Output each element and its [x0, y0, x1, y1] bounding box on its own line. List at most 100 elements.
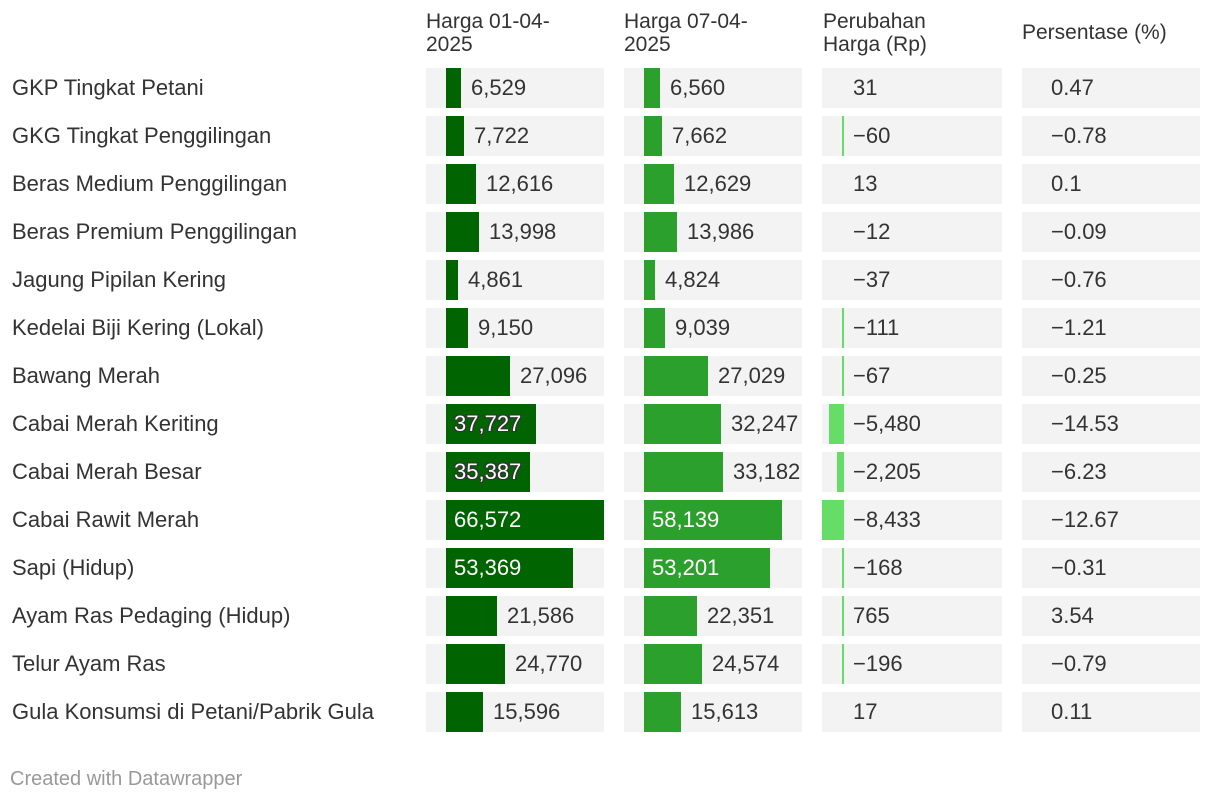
price-01-04-value: 6,529 [471, 75, 527, 100]
percent-value: 0.47 [1051, 75, 1094, 100]
percent-value: −0.76 [1051, 267, 1107, 292]
price-01-04-value: 35,387 [454, 459, 522, 484]
price-07-04-bar [644, 356, 708, 396]
price-07-04-bar [644, 212, 677, 252]
percent-cell [1022, 452, 1200, 492]
percent-cell [1022, 68, 1200, 108]
percent-cell [1022, 404, 1200, 444]
price-01-04-value: 15,596 [493, 699, 561, 724]
footer-credit: Created with Datawrapper [10, 768, 243, 790]
price-07-04-bar [644, 644, 702, 684]
commodity-name: Bawang Merah [12, 363, 160, 388]
table-row: Ayam Ras Pedaging (Hidup) 21,586 22,351 765… [0, 596, 1220, 636]
change-value: 17 [853, 699, 878, 724]
change-axis [842, 452, 844, 492]
commodity-name: Beras Premium Penggilingan [12, 219, 297, 244]
price-07-04-value: 4,824 [665, 267, 721, 292]
price-01-04-bar [446, 404, 536, 444]
price-07-04-value: 32,247 [731, 411, 799, 436]
price-01-04-value: 12,616 [486, 171, 554, 196]
commodity-name: Jagung Pipilan Kering [12, 267, 227, 292]
price-01-04-value: 53,369 [454, 555, 522, 580]
price-01-04-value: 4,861 [468, 267, 524, 292]
price-07-04-value: 53,201 [652, 555, 720, 580]
price-07-04-value: 24,574 [712, 651, 780, 676]
price-01-04-value: 27,096 [520, 363, 588, 388]
change-value: 13 [853, 171, 878, 196]
price-01-04-value: 13,998 [489, 219, 557, 244]
table-row: Gula Konsumsi di Petani/Pabrik Gula 15,59… [0, 692, 1220, 732]
percent-value: 0.11 [1051, 699, 1093, 724]
change-cell [822, 596, 1002, 636]
price-07-04-value: 58,139 [652, 507, 720, 532]
change-cell [822, 404, 1002, 444]
price-07-04-bar [644, 452, 723, 492]
change-axis [842, 308, 844, 348]
price-07-04-bar [644, 164, 674, 204]
table-row: Kedelai Biji Kering (Lokal) 9,150 9,039 −11… [0, 308, 1220, 348]
price-07-04-value: 15,613 [691, 699, 759, 724]
commodity-name: Ayam Ras Pedaging (Hidup) [12, 603, 291, 628]
commodity-name: GKG Tingkat Penggilingan [12, 123, 272, 148]
percent-value: −12.67 [1051, 507, 1119, 532]
table-row: Cabai Merah Besar 35,387 33,182 −2,205 −6.23 [0, 452, 1220, 492]
price-07-04-bar [644, 548, 770, 588]
change-cell [822, 452, 1002, 492]
price-01-04-bar [446, 356, 510, 396]
commodity-name: Kedelai Biji Kering (Lokal) [12, 315, 264, 340]
price-01-04-bar [446, 644, 505, 684]
price-01-04-value: 21,586 [507, 603, 575, 628]
percent-cell [1022, 596, 1200, 636]
price-01-04-bar [446, 308, 468, 348]
percent-value: −0.25 [1051, 363, 1107, 388]
percent-cell [1022, 548, 1200, 588]
price-01-04-value: 24,770 [515, 651, 583, 676]
commodity-name: Cabai Rawit Merah [12, 507, 200, 532]
change-cell [822, 356, 1002, 396]
percent-cell [1022, 692, 1200, 732]
header-perubahan-harga: Perubahan Harga (Rp) [823, 10, 927, 56]
change-cell [822, 548, 1002, 588]
commodity-name: Cabai Merah Keriting [12, 411, 219, 436]
percent-cell [1022, 500, 1200, 540]
percent-cell [1022, 356, 1200, 396]
header-harga-07-04-2025: Harga 07-04- 2025 [624, 10, 748, 56]
price-07-04-bar [644, 308, 665, 348]
change-axis [842, 548, 844, 588]
change-value: −5,480 [853, 411, 921, 436]
price-01-04-bar [446, 452, 530, 492]
price-07-04-value: 6,560 [670, 75, 726, 100]
change-cell [822, 164, 1002, 204]
change-cell [822, 260, 1002, 300]
table-row: Beras Premium Penggilingan 13,998 13,986 −1… [0, 212, 1220, 252]
change-axis [842, 116, 844, 156]
percent-cell [1022, 116, 1200, 156]
percent-value: −0.79 [1051, 651, 1107, 676]
price-01-04-bar [446, 116, 464, 156]
commodity-name: Telur Ayam Ras [12, 651, 166, 676]
change-bar [822, 500, 842, 540]
commodity-name: GKP Tingkat Petani [12, 75, 204, 100]
change-cell [822, 500, 1002, 540]
change-axis [842, 500, 844, 540]
change-cell [822, 68, 1002, 108]
percent-value: −0.78 [1051, 123, 1107, 148]
commodity-name: Cabai Merah Besar [12, 459, 202, 484]
change-value: 765 [853, 603, 890, 628]
price-07-04-bar [644, 116, 662, 156]
change-value: −12 [853, 219, 891, 244]
table-row: Beras Medium Penggilingan 12,616 12,629 13 0… [0, 164, 1220, 204]
change-value: −2,205 [853, 459, 921, 484]
table-row: Jagung Pipilan Kering 4,861 4,824 −37 −0.76 [0, 260, 1220, 300]
price-07-04-bar [644, 500, 782, 540]
percent-value: −0.31 [1051, 555, 1107, 580]
percent-cell [1022, 164, 1200, 204]
percent-value: −6.23 [1051, 459, 1107, 484]
change-axis [842, 404, 844, 444]
price-01-04-bar [446, 260, 458, 300]
change-value: −60 [853, 123, 891, 148]
change-value: −37 [853, 267, 891, 292]
commodity-name: Gula Konsumsi di Petani/Pabrik Gula [12, 699, 374, 724]
price-07-04-value: 33,182 [733, 459, 801, 484]
header-persentase: Persentase (%) [1022, 21, 1167, 44]
